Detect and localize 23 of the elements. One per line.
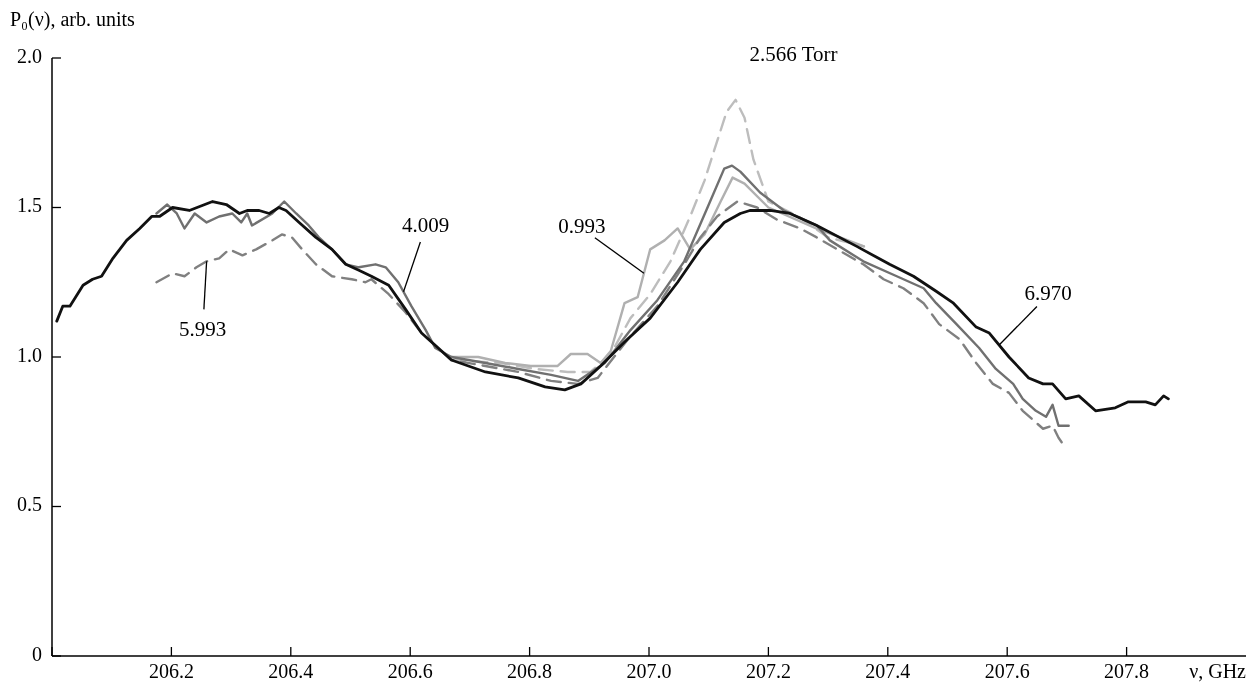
text: 6.970 [1024, 280, 1072, 305]
x-tick-label: 206.2 [148, 660, 194, 682]
series-label: 5.993 [179, 317, 227, 342]
line-series [55, 200, 1170, 413]
x-tick-label: 206.8 [507, 660, 553, 682]
x-tick-label: 206.4 [268, 660, 314, 682]
series-label: 2.566 Torr [749, 41, 838, 66]
line-series [155, 164, 1070, 427]
x-tick-label: 207.4 [865, 660, 911, 682]
x-tick-label: 207.0 [626, 660, 672, 682]
y-tick-label: 1.5 [17, 194, 42, 217]
y-tick-label: 0.5 [17, 493, 42, 516]
y-tick-label: 1.0 [17, 343, 42, 366]
x-tick-label: 206.6 [387, 660, 433, 682]
y-axis-title: P₀(ν), arb. units [10, 8, 136, 31]
y-tick-label: 0 [32, 642, 42, 665]
series-label: 4.009 [401, 212, 450, 237]
y-tick-label: 2.0 [17, 44, 42, 67]
x-tick-label: 207.2 [745, 660, 791, 682]
x-axis-title: ν, GHz [1189, 660, 1247, 682]
x-tick-label: 207.6 [984, 660, 1030, 682]
x-tick-label: 207.8 [1104, 660, 1150, 682]
text: 0.993 [558, 214, 606, 239]
